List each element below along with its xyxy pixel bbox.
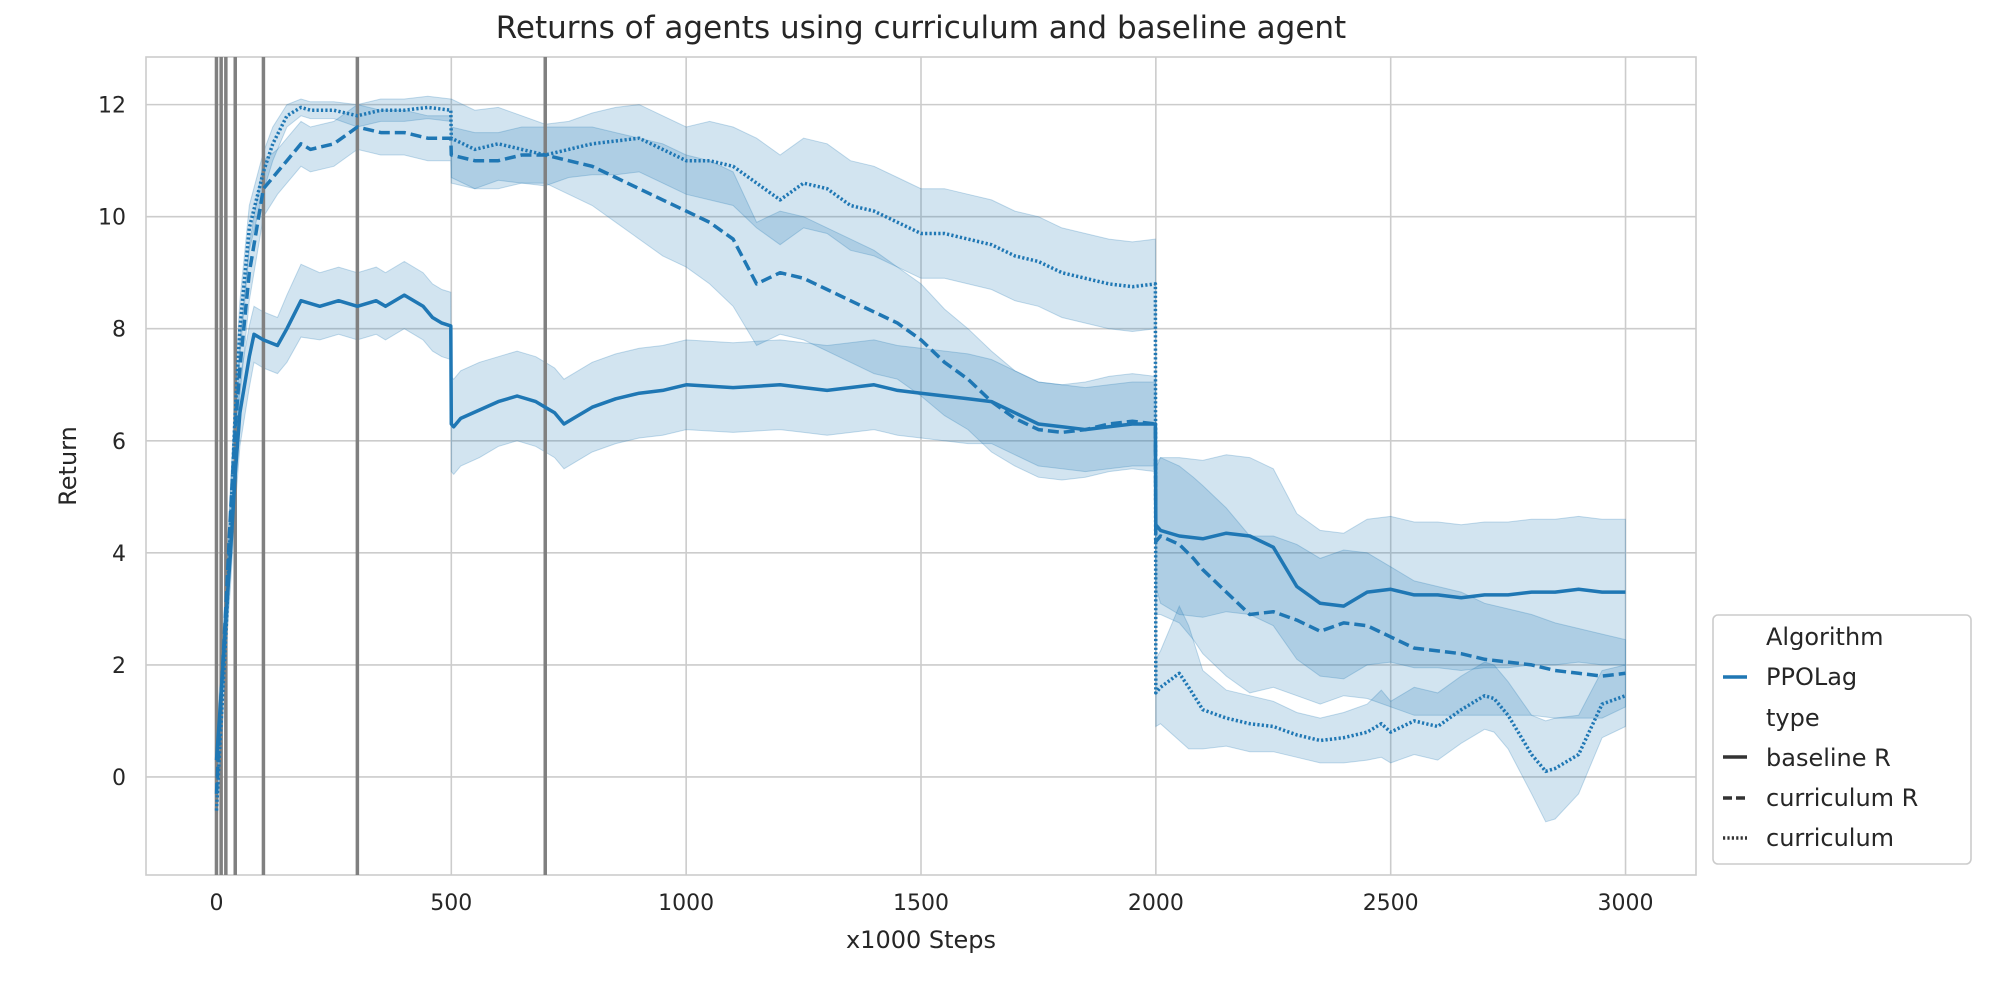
x-tick-label: 3000 (1598, 891, 1654, 916)
grid-lines (146, 57, 1696, 875)
legend-type-title: type (1766, 704, 1820, 732)
legend-baseline-label: baseline R (1766, 744, 1891, 772)
x-tick-label: 2000 (1128, 891, 1184, 916)
x-tick-label: 0 (209, 891, 223, 916)
legend: Algorithm PPOLag type baseline R curricu… (1712, 614, 1972, 865)
legend-frame (1712, 614, 1972, 865)
x-tick-label: 2500 (1363, 891, 1419, 916)
series-line-curriculum (214, 105, 1627, 811)
series-lines (214, 105, 1627, 811)
legend-algorithm-title: Algorithm (1766, 623, 1884, 651)
y-tick-label: 2 (112, 654, 126, 679)
y-tick-labels: 0 2 4 6 8 10 12 (98, 94, 126, 791)
y-tick-label: 4 (112, 542, 126, 567)
legend-ppolag-label: PPOLag (1766, 663, 1857, 691)
x-axis-label: x1000 Steps (846, 926, 996, 954)
chart-title: Returns of agents using curriculum and b… (496, 10, 1346, 46)
band-curriculum (216, 95, 1626, 834)
y-tick-label: 0 (112, 766, 126, 791)
y-tick-label: 10 (98, 206, 126, 231)
band-curriculum-r (216, 104, 1626, 822)
x-tick-label: 1000 (658, 891, 714, 916)
x-tick-label: 500 (430, 891, 472, 916)
y-tick-label: 8 (112, 318, 126, 343)
y-tick-label: 12 (98, 94, 126, 119)
series-line-curriculum-r (214, 125, 1626, 794)
confidence-bands (216, 95, 1626, 834)
legend-curriculum-r-label: curriculum R (1766, 784, 1918, 812)
series-line-baseline-r (214, 293, 1626, 761)
y-axis-label: Return (54, 426, 82, 506)
y-tick-label: 6 (112, 430, 126, 455)
x-tick-labels: 0 500 1000 1500 2000 2500 3000 (209, 891, 1653, 916)
x-tick-label: 1500 (893, 891, 949, 916)
legend-curriculum-label: curriculum (1766, 824, 1894, 852)
band-baseline-r (216, 260, 1626, 789)
